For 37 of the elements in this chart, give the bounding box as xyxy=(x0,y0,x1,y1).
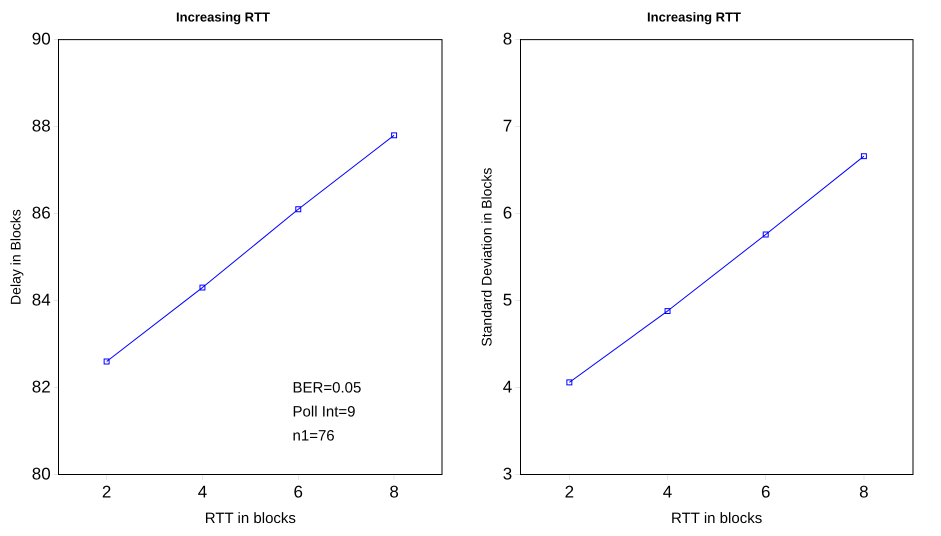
x-tick-label: 4 xyxy=(198,482,208,502)
y-tick-label: 84 xyxy=(32,290,51,310)
point xyxy=(199,284,206,291)
y-tick-label: 90 xyxy=(32,29,51,48)
y-tick-label: 8 xyxy=(502,29,512,48)
point xyxy=(104,358,110,364)
x-tick-label: 8 xyxy=(859,482,869,502)
x-tick-label: 2 xyxy=(564,482,574,502)
chart-title: Increasing RTT xyxy=(176,9,270,24)
x-tick-label: 6 xyxy=(294,482,303,502)
annotation: n1=76 xyxy=(292,428,335,445)
y-tick-label: 4 xyxy=(502,377,512,396)
point xyxy=(295,206,302,212)
annotation: BER=0.05 xyxy=(292,380,362,397)
x-tick-label: 2 xyxy=(102,482,112,502)
annotation: Poll Int=9 xyxy=(292,404,356,421)
y-tick-label: 3 xyxy=(502,464,512,484)
y-axis-title: Standard Deviation in Blocks xyxy=(478,168,494,347)
point xyxy=(391,132,398,138)
y-tick-label: 86 xyxy=(32,203,51,222)
x-tick-label: 6 xyxy=(760,482,770,502)
chart-title: Increasing RTT xyxy=(647,9,742,24)
x-axis-title: RTT in blocks xyxy=(671,510,762,528)
y-axis-title: Delay in Blocks xyxy=(7,209,24,305)
x-tick-label: 8 xyxy=(389,482,399,502)
y-tick-label: 6 xyxy=(502,203,512,222)
point xyxy=(566,379,572,386)
y-tick-label: 7 xyxy=(502,116,512,136)
y-tick-label: 5 xyxy=(502,290,512,310)
x-axis-title: RTT in blocks xyxy=(204,510,296,528)
point xyxy=(860,153,867,160)
y-tick-label: 88 xyxy=(32,116,51,136)
x-tick-label: 4 xyxy=(662,482,672,502)
point xyxy=(664,308,671,314)
point xyxy=(762,232,769,238)
y-tick-label: 82 xyxy=(32,377,51,396)
y-tick-label: 80 xyxy=(32,464,51,484)
